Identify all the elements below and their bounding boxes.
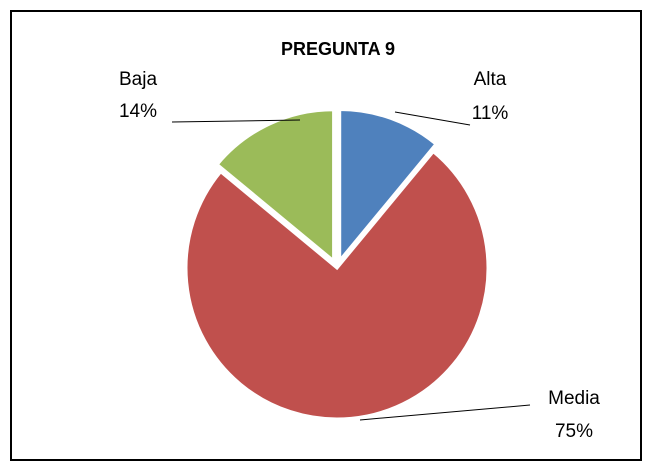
data-label-value: 14% bbox=[119, 101, 157, 122]
leader-line bbox=[171, 119, 301, 123]
chart-title: PREGUNTA 9 bbox=[281, 39, 395, 59]
data-label-name: Baja bbox=[119, 69, 157, 90]
leader-line bbox=[359, 404, 531, 421]
data-label-value: 11% bbox=[472, 103, 509, 124]
data-label-name: Media bbox=[548, 388, 600, 409]
pie-slice bbox=[338, 107, 439, 265]
leader-line bbox=[394, 111, 471, 126]
pie-slice bbox=[184, 149, 490, 421]
data-label-value: 75% bbox=[555, 421, 593, 442]
pie-slice bbox=[215, 108, 336, 264]
data-label-name: Alta bbox=[474, 69, 507, 90]
